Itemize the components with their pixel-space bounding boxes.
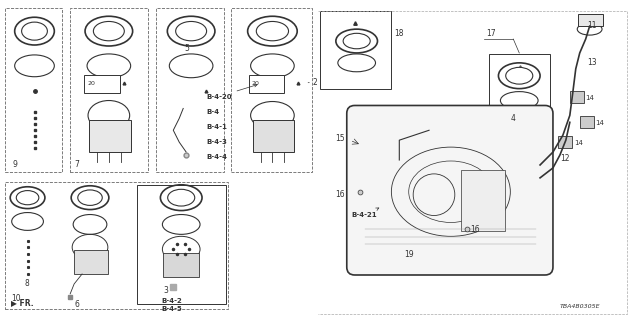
Text: ▶ FR.: ▶ FR.: [11, 298, 33, 307]
Bar: [136, 185, 226, 304]
Text: 12: 12: [560, 154, 570, 163]
Text: 20: 20: [252, 81, 259, 86]
FancyBboxPatch shape: [347, 106, 553, 275]
Text: 14: 14: [586, 94, 595, 100]
Bar: [570, 91, 584, 102]
Text: B-4-4: B-4-4: [206, 154, 227, 160]
Text: 5: 5: [184, 44, 189, 53]
Text: 16: 16: [335, 190, 344, 199]
Text: 14: 14: [596, 120, 604, 126]
Text: B-4-20: B-4-20: [206, 84, 257, 100]
Text: B-4-3: B-4-3: [206, 139, 227, 145]
Text: B-4-21: B-4-21: [352, 208, 379, 219]
Text: B-4-1: B-4-1: [206, 124, 227, 130]
Bar: [156, 8, 224, 172]
Bar: [74, 250, 108, 274]
Text: 19: 19: [404, 250, 414, 259]
Bar: [231, 8, 312, 172]
Text: 11: 11: [588, 21, 597, 30]
Text: 13: 13: [588, 58, 597, 67]
Text: 10: 10: [11, 294, 20, 303]
Text: 8: 8: [24, 279, 29, 288]
Text: 17: 17: [486, 28, 496, 38]
Bar: [320, 11, 392, 89]
Bar: [163, 253, 199, 277]
Bar: [558, 136, 572, 148]
Text: B-4-5: B-4-5: [161, 306, 182, 312]
Bar: [84, 75, 120, 92]
Text: B-4: B-4: [206, 109, 219, 116]
Text: 6: 6: [74, 300, 79, 309]
Bar: [488, 54, 550, 125]
Bar: [70, 8, 147, 172]
Text: 20: 20: [87, 81, 95, 86]
Text: 7: 7: [74, 160, 79, 170]
Text: 2: 2: [312, 78, 317, 87]
Text: 9: 9: [13, 160, 17, 170]
Bar: [580, 116, 594, 128]
Bar: [461, 170, 506, 231]
Text: 14: 14: [574, 140, 582, 146]
Text: 18: 18: [394, 28, 404, 38]
Text: 4: 4: [510, 114, 515, 123]
Bar: [248, 75, 284, 92]
Text: TBA4B0305E: TBA4B0305E: [560, 304, 600, 309]
Text: 15: 15: [335, 134, 344, 143]
Bar: [253, 120, 294, 152]
Bar: [4, 182, 228, 309]
Text: 16: 16: [470, 225, 480, 234]
Text: 3: 3: [163, 286, 168, 295]
Bar: [578, 14, 602, 26]
Text: B-4-2: B-4-2: [161, 298, 182, 304]
Bar: [4, 8, 62, 172]
Bar: [89, 120, 131, 152]
